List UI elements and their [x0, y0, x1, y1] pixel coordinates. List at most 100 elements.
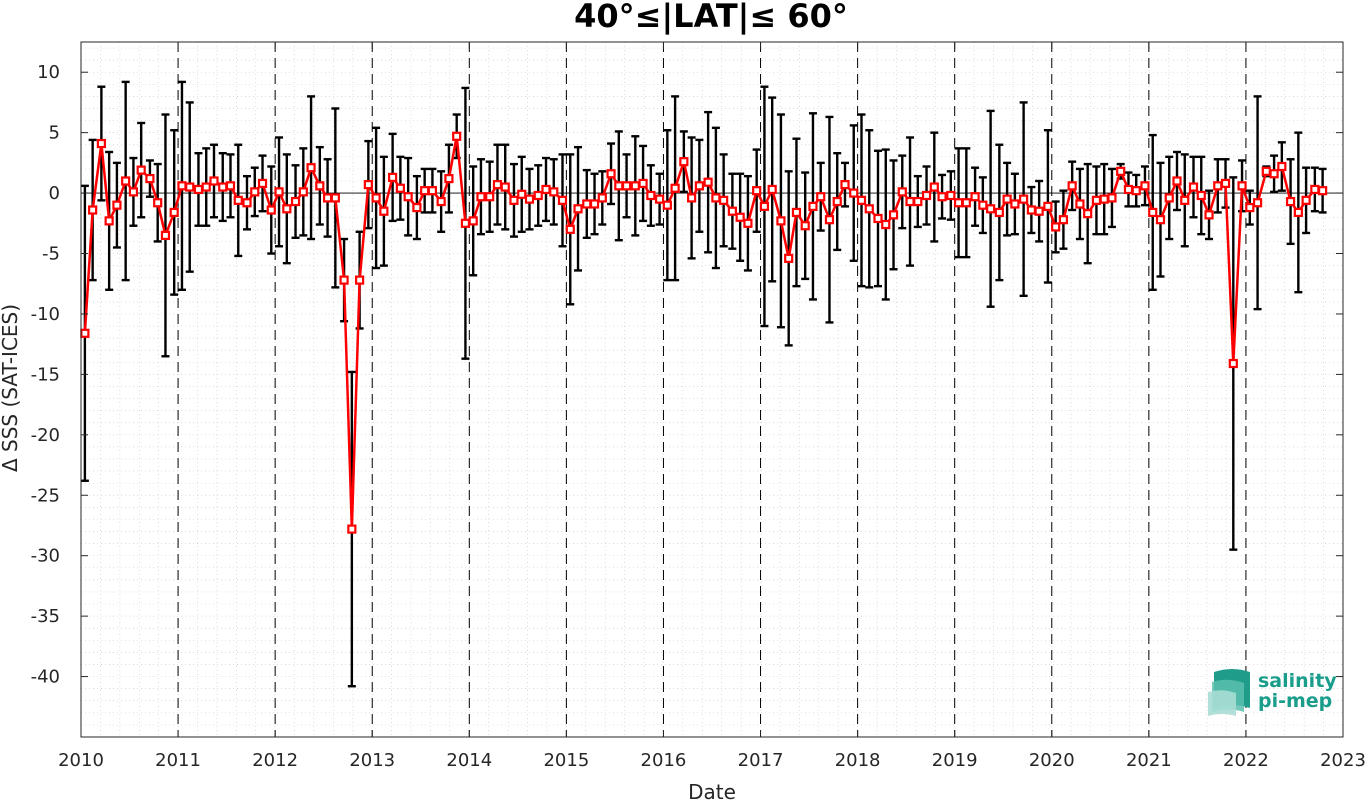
data-point — [1075, 199, 1085, 209]
data-point — [177, 181, 187, 191]
y-tick-label: 0 — [49, 183, 60, 204]
data-point — [946, 190, 956, 201]
data-point — [646, 190, 656, 201]
data-point — [1034, 206, 1044, 216]
data-point — [121, 176, 131, 186]
data-point — [589, 199, 600, 209]
data-point — [282, 204, 292, 214]
x-tick-label: 2021 — [1126, 750, 1172, 771]
data-point — [306, 163, 316, 173]
data-point — [670, 183, 680, 193]
data-point — [460, 218, 471, 228]
x-tick-label: 2022 — [1223, 750, 1269, 771]
data-point — [266, 205, 276, 215]
data-point — [703, 177, 713, 187]
data-point — [921, 190, 932, 201]
data-point — [905, 196, 915, 207]
data-point — [621, 181, 632, 191]
data-point — [1051, 222, 1061, 232]
data-point — [1180, 195, 1190, 205]
data-point — [1148, 207, 1158, 218]
x-tick-label: 2015 — [543, 750, 589, 771]
data-point — [776, 216, 786, 226]
data-point — [250, 187, 260, 197]
data-point — [1123, 184, 1134, 195]
data-point — [816, 192, 826, 202]
data-point — [201, 182, 211, 192]
data-point — [1277, 161, 1287, 172]
data-point — [1099, 194, 1109, 204]
data-point — [970, 192, 980, 202]
data-point — [274, 187, 284, 197]
logo-wave-icon — [1208, 669, 1250, 716]
data-point — [800, 221, 810, 231]
data-point — [1245, 202, 1255, 213]
data-point — [1237, 181, 1247, 191]
data-point — [347, 524, 357, 534]
markers — [80, 131, 1328, 534]
data-point — [752, 186, 762, 196]
data-point — [444, 173, 454, 184]
data-point — [1293, 207, 1303, 218]
data-point — [330, 193, 340, 203]
data-point — [1107, 193, 1117, 203]
y-tick-label: -20 — [31, 425, 60, 446]
x-tick-label: 2011 — [155, 750, 201, 771]
data-point — [160, 230, 171, 240]
data-point — [864, 204, 874, 214]
data-point — [856, 195, 867, 205]
data-point — [1213, 181, 1223, 191]
data-point — [791, 207, 802, 218]
data-point — [888, 210, 899, 220]
x-tick-label: 2023 — [1320, 750, 1366, 771]
data-point — [662, 200, 672, 210]
data-point — [719, 195, 729, 205]
salinity-pi-mep-logo: salinity pi-mep — [1208, 669, 1337, 716]
data-point — [492, 180, 503, 190]
data-point — [145, 173, 155, 184]
data-point — [96, 138, 106, 149]
data-point — [1220, 178, 1231, 189]
data-point — [1252, 198, 1263, 208]
x-tick-label: 2017 — [738, 750, 784, 771]
data-point — [257, 178, 268, 189]
data-point — [500, 182, 510, 192]
data-point — [767, 184, 777, 195]
data-point — [485, 192, 495, 202]
data-point — [784, 253, 794, 263]
data-point — [1002, 194, 1012, 204]
data-point — [88, 205, 98, 215]
x-tick-label: 2013 — [349, 750, 395, 771]
data-point — [1043, 201, 1053, 211]
data-point — [1155, 215, 1166, 225]
data-point — [517, 189, 527, 199]
data-point — [420, 186, 430, 196]
data-point — [1269, 169, 1279, 179]
data-point — [614, 181, 624, 191]
data-point — [679, 157, 689, 167]
data-point — [759, 201, 770, 211]
data-point — [1164, 193, 1174, 203]
y-tick-label: 10 — [37, 62, 60, 83]
data-point — [1091, 195, 1102, 205]
data-point — [185, 182, 195, 192]
error-bars — [80, 80, 1327, 688]
data-point — [315, 181, 325, 191]
data-point — [1116, 166, 1126, 176]
data-point — [209, 176, 219, 186]
data-point — [355, 275, 365, 285]
data-point — [1301, 195, 1311, 205]
data-point — [533, 190, 543, 201]
data-point — [1188, 182, 1199, 192]
data-point — [986, 204, 996, 214]
data-point — [1196, 190, 1206, 201]
data-point — [1026, 205, 1036, 215]
data-point — [128, 187, 139, 197]
data-point — [961, 198, 971, 208]
y-tick-label: -5 — [42, 244, 60, 265]
data-point — [242, 198, 252, 208]
y-tick-label: 5 — [49, 123, 60, 144]
data-point — [379, 206, 389, 216]
data-point — [549, 187, 559, 197]
data-point — [427, 186, 438, 196]
